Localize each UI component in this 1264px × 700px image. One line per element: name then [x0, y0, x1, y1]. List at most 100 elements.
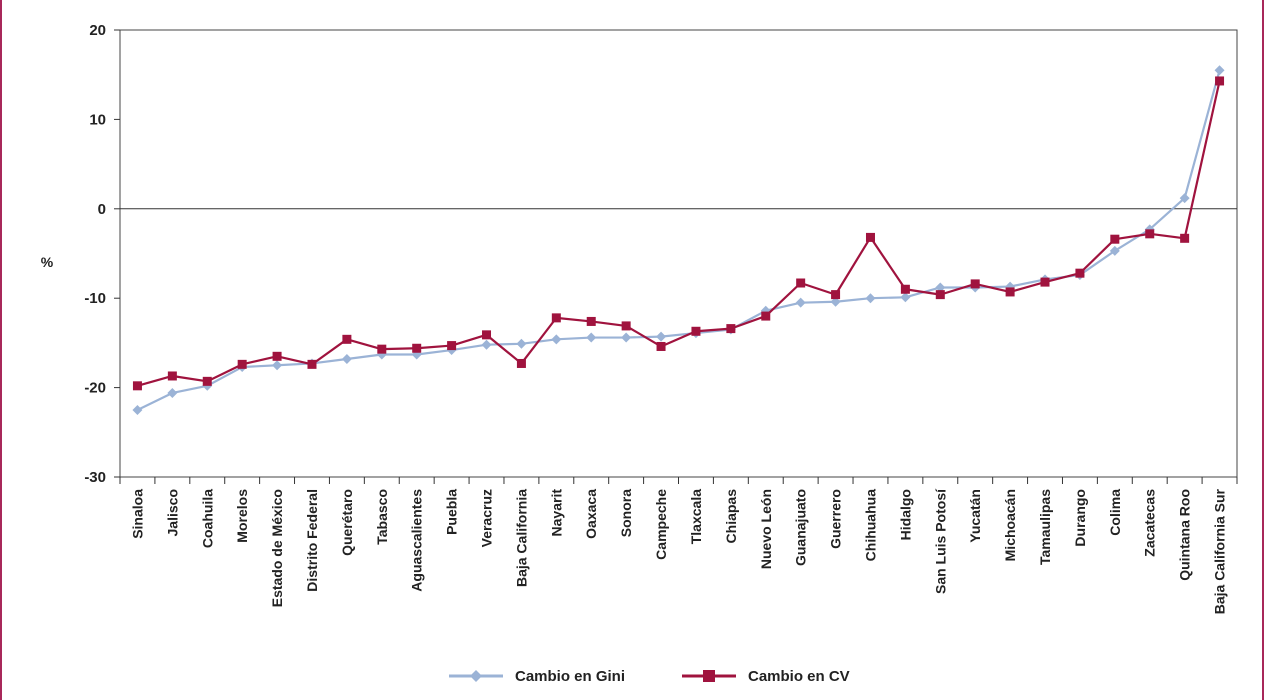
x-tick-label: Nuevo León	[758, 489, 774, 569]
data-point	[621, 321, 631, 331]
x-tick-label: Coahuila	[199, 489, 215, 548]
data-point	[202, 376, 212, 386]
x-tick-label: Hidalgo	[897, 489, 913, 540]
x-tick-label: Nayarit	[548, 489, 564, 537]
x-tick-label: Distrito Federal	[304, 489, 320, 592]
x-tick-label: Puebla	[444, 489, 460, 535]
data-point	[586, 332, 597, 343]
x-tick-label: Morelos	[234, 489, 250, 543]
x-tick-label: Oaxaca	[583, 489, 599, 539]
data-point	[237, 359, 247, 369]
x-tick-label: Yucatán	[967, 489, 983, 543]
x-tick-label: Tamaulipas	[1037, 489, 1053, 565]
y-tick-label: 10	[89, 111, 106, 128]
data-point	[1214, 65, 1225, 76]
data-point	[481, 339, 492, 350]
x-tick-label: Aguascalientes	[409, 489, 425, 592]
data-point	[830, 296, 841, 307]
x-tick-label: Jalisco	[164, 489, 180, 536]
data-point	[1110, 234, 1120, 244]
x-tick-label: Querétaro	[339, 489, 355, 556]
data-point	[447, 341, 457, 351]
data-point	[970, 279, 980, 289]
data-point	[656, 341, 666, 351]
x-tick-label: Michoacán	[1002, 489, 1018, 561]
data-point	[865, 293, 876, 304]
data-point	[1180, 233, 1190, 243]
x-tick-label: Tabasco	[374, 489, 390, 545]
y-tick-label: -30	[84, 469, 106, 486]
series-line	[136, 69, 1221, 411]
legend-label-gini: Cambio en Gini	[515, 667, 626, 685]
y-tick-label: 0	[98, 201, 106, 218]
data-point	[132, 404, 143, 415]
x-tick-label: Sonora	[618, 489, 634, 537]
data-point	[900, 284, 910, 294]
data-point	[167, 387, 178, 398]
x-tick-label: Baja California Sur	[1212, 488, 1228, 614]
data-point	[551, 313, 561, 323]
data-point	[272, 360, 283, 371]
data-point	[1075, 268, 1085, 278]
x-tick-label: Chihuahua	[862, 489, 878, 562]
x-tick-label: Zacatecas	[1142, 489, 1158, 557]
x-tick-label: Durango	[1072, 489, 1088, 547]
x-tick-label: Tlaxcala	[688, 489, 704, 544]
x-tick-label: Estado de México	[269, 489, 285, 607]
line-chart: 20 10 0 -10 -20 -30% Sinaloa Jalisco Coahuila Mor…	[41, 22, 1238, 614]
data-point	[1005, 287, 1015, 297]
data-point	[1145, 229, 1155, 239]
data-point	[167, 371, 177, 381]
data-point	[726, 324, 736, 334]
series-line	[137, 80, 1221, 387]
legend-label-cv: Cambio en CV	[748, 667, 850, 685]
x-tick-label: Quintana Roo	[1177, 489, 1193, 581]
data-point	[621, 332, 632, 343]
legend-item-gini: Cambio en Gini	[447, 662, 625, 690]
legend-item-cv: Cambio en CV	[680, 662, 850, 690]
data-point	[482, 330, 492, 340]
data-point	[586, 316, 596, 326]
x-tick-label: San Luis Potosí	[932, 488, 948, 594]
legend-swatch-cv	[682, 670, 736, 682]
x-tick-label: Guerrero	[828, 489, 844, 549]
data-point	[1179, 193, 1190, 204]
data-point	[691, 326, 701, 336]
x-tick-label: Colima	[1107, 489, 1123, 536]
data-point	[761, 311, 771, 321]
y-tick-label: -20	[84, 380, 106, 397]
data-point	[307, 359, 317, 369]
legend: Cambio en Gini Cambio en CV	[0, 662, 1264, 690]
x-tick-label: Guanajuato	[793, 489, 809, 566]
data-point	[935, 282, 946, 293]
data-point	[132, 381, 142, 391]
data-point	[272, 351, 282, 361]
data-point	[516, 358, 526, 368]
x-tick-label: Chiapas	[723, 489, 739, 544]
data-point	[1040, 277, 1050, 287]
data-point	[1215, 76, 1225, 86]
data-point	[795, 297, 806, 308]
data-point	[935, 290, 945, 300]
data-point	[656, 331, 667, 342]
y-tick-label: -10	[84, 290, 106, 307]
data-point	[412, 343, 422, 353]
data-point	[796, 278, 806, 288]
data-point	[342, 334, 352, 344]
page-border-right	[1262, 0, 1264, 700]
data-point	[1109, 245, 1120, 256]
plot-area-frame	[119, 29, 1238, 478]
data-point	[377, 344, 387, 354]
data-point	[341, 353, 352, 364]
legend-swatch-gini	[449, 670, 503, 682]
series-gini	[132, 65, 1225, 415]
data-point	[551, 334, 562, 345]
data-point	[865, 232, 875, 242]
x-tick-label: Veracruz	[479, 489, 495, 547]
data-point	[831, 290, 841, 300]
page-border-left	[0, 0, 2, 700]
x-tick-label: Baja California	[513, 489, 529, 587]
y-axis-label: %	[41, 254, 54, 270]
data-point	[900, 292, 911, 303]
series-cv	[132, 76, 1225, 391]
